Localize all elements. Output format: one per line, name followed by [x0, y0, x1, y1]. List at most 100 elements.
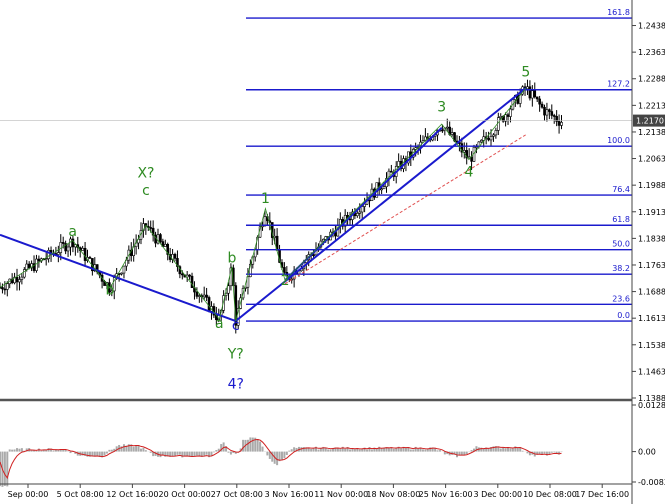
oscillator-bar — [45, 449, 48, 452]
time-tick-label: 3 Nov 16:00 — [265, 490, 314, 499]
oscillator-bar — [20, 448, 23, 452]
candle-body — [550, 111, 554, 116]
oscillator-bar — [494, 446, 497, 452]
oscillator-bar — [261, 446, 264, 452]
fib-level-label: 100.0 — [607, 136, 630, 145]
oscillator-bar — [402, 446, 405, 452]
candle-body — [360, 206, 364, 213]
candle-body — [548, 109, 551, 112]
oscillator-bar — [35, 450, 38, 452]
oscillator-bar — [62, 449, 65, 452]
oscillator-signal-line — [0, 438, 562, 480]
oscillator-bar — [0, 451, 1, 487]
oscillator-tick-label: 0.01281 — [638, 401, 665, 410]
price-tick-label: 1.1838 — [638, 234, 665, 243]
price-tick-label: 1.1688 — [638, 288, 665, 297]
oscillator-bar — [154, 451, 157, 456]
trend-line — [284, 126, 443, 281]
oscillator-bar — [200, 451, 203, 457]
candle-body — [18, 279, 21, 283]
oscillator-bar — [166, 451, 169, 457]
oscillator-bar — [387, 448, 390, 452]
candle-body — [181, 273, 184, 276]
time-tick-label: 18 Nov 08:00 — [366, 490, 420, 499]
oscillator-bar — [57, 450, 60, 452]
oscillator-bar — [152, 451, 155, 457]
candle-body — [37, 258, 41, 262]
wave-label: 4 — [464, 164, 473, 180]
oscillator-bar — [81, 451, 84, 456]
oscillator-bar — [429, 447, 432, 452]
candle-body — [450, 132, 454, 135]
price-tick-label: 1.1763 — [638, 261, 665, 270]
oscillator-bar — [349, 449, 352, 452]
oscillator-bar — [395, 447, 398, 452]
candle-body — [23, 269, 26, 278]
oscillator-bar — [142, 447, 145, 452]
oscillator-bar — [98, 451, 101, 457]
oscillator-bar — [259, 441, 262, 452]
candle-body — [348, 218, 352, 221]
oscillator-bar — [475, 446, 478, 452]
oscillator-bar — [353, 449, 356, 452]
oscillator-bar — [553, 451, 556, 453]
oscillator-bar — [499, 448, 502, 452]
time-tick-label: 3 Dec 00:00 — [473, 490, 522, 499]
price-tick-label: 1.1988 — [638, 181, 665, 190]
fib-level-label: 61.8 — [612, 215, 630, 224]
fib-level-label: 76.4 — [612, 185, 630, 194]
candle-body — [380, 188, 383, 191]
oscillator-bar — [312, 448, 315, 452]
oscillator-bar — [40, 450, 43, 452]
oscillator-bar — [229, 451, 232, 455]
oscillator-bar — [322, 446, 325, 452]
oscillator-bar — [69, 451, 72, 454]
price-tick-label: 1.2063 — [638, 155, 665, 164]
oscillator-bar — [485, 447, 488, 452]
oscillator-bar — [84, 451, 87, 456]
oscillator-bar — [307, 447, 310, 452]
oscillator-bar — [419, 447, 422, 452]
candle-body — [526, 86, 529, 90]
oscillator-bar — [103, 451, 106, 456]
oscillator-bar — [242, 439, 245, 452]
candle-body — [229, 267, 233, 287]
wave-label: 4? — [228, 376, 244, 392]
fib-level-label: 38.2 — [612, 264, 630, 273]
oscillator-bar — [293, 447, 296, 452]
oscillator-bar — [164, 451, 167, 457]
price-tick-label: 1.2288 — [638, 75, 665, 84]
wave-label: 1 — [261, 191, 270, 207]
oscillator-bar — [336, 447, 339, 452]
candle-body — [139, 230, 143, 240]
candle-body — [518, 93, 522, 104]
candle-body — [25, 263, 29, 270]
candle-body — [540, 103, 544, 108]
oscillator-bar — [96, 451, 99, 456]
candle-body — [205, 294, 208, 298]
oscillator-bar — [266, 451, 269, 456]
candle-body — [166, 243, 170, 255]
oscillator-bar — [8, 449, 11, 452]
oscillator-bar — [545, 451, 548, 456]
candle-body — [263, 216, 267, 227]
oscillator-bar — [519, 447, 522, 452]
oscillator-bar — [550, 451, 553, 453]
time-tick-label: 27 Oct 08:00 — [211, 490, 263, 499]
oscillator-bar — [91, 451, 94, 457]
oscillator-bar — [443, 451, 446, 455]
oscillator-bar — [351, 448, 354, 452]
oscillator-bar — [332, 447, 335, 452]
candle-body — [163, 243, 167, 247]
fib-level-label: 0.0 — [617, 311, 630, 320]
oscillator-bar — [526, 451, 529, 454]
oscillator-bar — [205, 451, 208, 455]
candle-body — [202, 294, 206, 298]
oscillator-bar — [438, 450, 441, 452]
candle-body — [57, 252, 60, 255]
oscillator-bar — [280, 451, 283, 460]
oscillator-bar — [290, 449, 293, 452]
oscillator-bar — [198, 451, 201, 456]
oscillator-bar — [431, 447, 434, 452]
